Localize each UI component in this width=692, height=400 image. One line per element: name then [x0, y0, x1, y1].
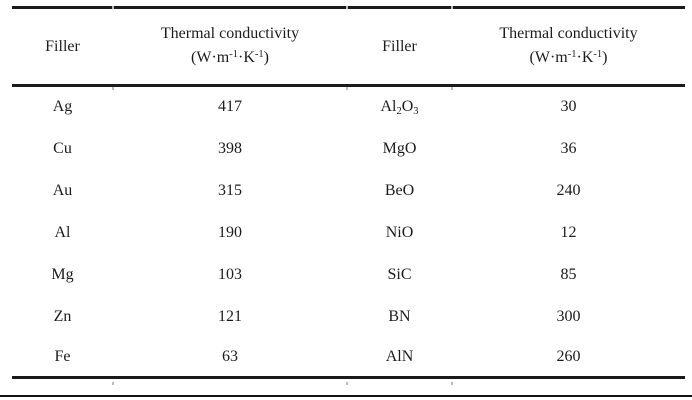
filler-cell-left: Au	[52, 181, 73, 199]
filler-cell-left: Al	[54, 223, 71, 241]
cell-boundary-notch	[346, 382, 348, 385]
thermal-conductivity-table: Filler Thermal conductivity (W·m-1·K-1) …	[12, 6, 685, 385]
conductivity-header-left-title: Thermal conductivity	[160, 24, 300, 42]
conductivity-cell-left: 315	[218, 181, 242, 199]
cell-boundary-notch	[112, 382, 114, 385]
data-table: Filler Thermal conductivity (W·m-1·K-1) …	[12, 6, 685, 379]
cell-boundary-notch	[451, 87, 453, 90]
conductivity-cell-right: 36	[560, 139, 577, 157]
cell-boundary-notch	[451, 6, 453, 9]
filler-cell-right: SiC	[387, 265, 412, 283]
conductivity-cell-left: 121	[218, 307, 242, 325]
conductivity-cell-left: 398	[218, 139, 242, 157]
conductivity-header-left-units: (W·m-1·K-1)	[191, 48, 269, 66]
conductivity-header-right-title: Thermal conductivity	[499, 24, 638, 42]
page-bottom-rule	[0, 395, 692, 397]
filler-cell-right: NiO	[385, 223, 414, 241]
conductivity-cell-left: 190	[218, 223, 242, 241]
header-row: Filler Thermal conductivity (W·m-1·K-1) …	[12, 8, 685, 86]
cell-boundary-notch	[112, 6, 114, 9]
conductivity-cell-left: 417	[218, 98, 242, 116]
filler-cell-left: Mg	[51, 265, 74, 283]
conductivity-cell-right: 260	[556, 347, 581, 365]
conductivity-header-right: Thermal conductivity (W·m-1·K-1)	[452, 8, 685, 86]
conductivity-cell-right: 240	[556, 181, 581, 199]
table-row: Mg 103 SiC 85	[12, 254, 685, 296]
conductivity-cell-right: 85	[560, 265, 577, 283]
table-row: Al 190 NiO 12	[12, 212, 685, 254]
conductivity-cell-right: 30	[560, 98, 577, 116]
filler-cell-left: Fe	[54, 347, 71, 365]
filler-cell-right: AlN	[385, 347, 414, 365]
conductivity-cell-right: 12	[560, 223, 577, 241]
filler-header-left: Filler	[45, 37, 80, 55]
cell-boundary-notch	[346, 87, 348, 90]
conductivity-cell-right: 300	[556, 307, 581, 325]
filler-cell-left: Cu	[53, 139, 72, 157]
table-row: Au 315 BeO 240	[12, 170, 685, 212]
table-row: Cu 398 MgO 36	[12, 128, 685, 170]
filler-cell-right: BN	[388, 307, 411, 325]
filler-header-right: Filler	[382, 37, 417, 55]
filler-cell-right: MgO	[382, 139, 417, 157]
table-body: Ag 417 Al2O3 30 Cu 398 MgO 36 Au 315 BeO…	[12, 86, 685, 378]
table-row: Zn 121 BN 300	[12, 296, 685, 338]
cell-boundary-notch	[346, 6, 348, 9]
conductivity-cell-left: 103	[218, 265, 242, 283]
table-row: Ag 417 Al2O3 30	[12, 86, 685, 128]
cell-boundary-notch	[451, 382, 453, 385]
filler-cell-left: Zn	[53, 307, 72, 325]
conductivity-header-left: Thermal conductivity (W·m-1·K-1)	[113, 8, 347, 86]
filler-cell-left: Ag	[52, 98, 73, 116]
filler-cell-right: BeO	[384, 181, 415, 199]
cell-boundary-notch	[112, 87, 114, 90]
table-row: Fe 63 AlN 260	[12, 338, 685, 378]
conductivity-header-right-units: (W·m-1·K-1)	[529, 48, 608, 66]
table-header: Filler Thermal conductivity (W·m-1·K-1) …	[12, 8, 685, 86]
conductivity-cell-left: 63	[222, 347, 238, 365]
filler-cell-right: Al2O3	[380, 98, 419, 118]
